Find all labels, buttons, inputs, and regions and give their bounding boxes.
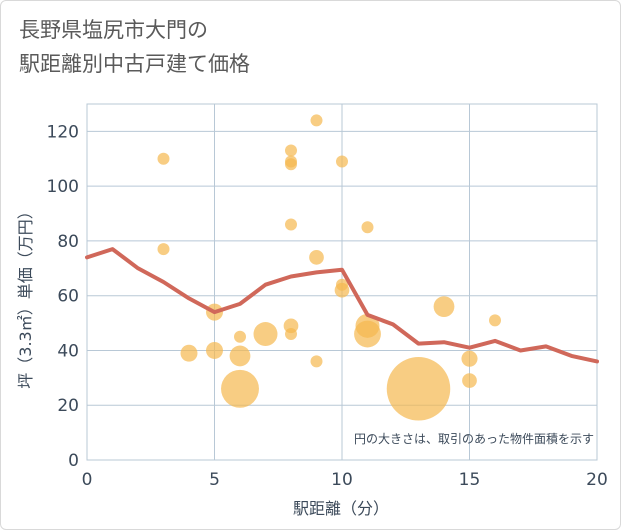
y-tick-label: 120 bbox=[47, 122, 79, 142]
bubble-point bbox=[310, 114, 323, 127]
average-price-line bbox=[85, 247, 599, 364]
bubble-point bbox=[310, 355, 323, 368]
size-annotation: 円の大きさは、取引のあった物件面積を示す bbox=[354, 431, 594, 446]
bubble-point bbox=[234, 330, 246, 343]
bubble-point bbox=[221, 369, 259, 408]
bubble-point bbox=[336, 155, 348, 168]
average-line-series bbox=[85, 247, 599, 364]
y-tick-label: 20 bbox=[57, 396, 79, 416]
axes: 0 20 40 60 80 100 120 0 5 10 15 20 bbox=[47, 122, 608, 490]
bubble-point bbox=[489, 314, 501, 327]
bubble-point bbox=[309, 250, 324, 265]
x-tick-label: 10 bbox=[331, 470, 353, 490]
bubble-point bbox=[334, 282, 350, 298]
x-tick-label: 5 bbox=[209, 470, 220, 490]
bubble-point bbox=[354, 320, 381, 348]
bubble-series bbox=[157, 114, 501, 421]
bubble-point bbox=[361, 221, 374, 234]
y-tick-label: 0 bbox=[68, 451, 79, 471]
bubble-point bbox=[157, 152, 170, 165]
bubble-point bbox=[285, 144, 297, 157]
bubble-point bbox=[157, 243, 170, 256]
chart-title: 長野県塩尻市大門の 駅距離別中古戸建て価格 bbox=[19, 18, 250, 76]
y-axis-label: 坪（3.3㎡）単価（万円） bbox=[16, 203, 35, 388]
bubble-point bbox=[433, 296, 455, 318]
x-tick-label: 15 bbox=[459, 470, 481, 490]
bubble-point bbox=[285, 158, 297, 171]
bubble-point bbox=[461, 350, 478, 367]
y-tick-label: 40 bbox=[57, 341, 79, 361]
y-tick-label: 100 bbox=[47, 177, 79, 197]
bubble-point bbox=[285, 328, 297, 341]
y-tick-label: 60 bbox=[57, 287, 79, 307]
bubble-point bbox=[229, 345, 251, 367]
bubble-point bbox=[180, 344, 198, 362]
bubble-point bbox=[285, 218, 297, 231]
bubble-point bbox=[462, 373, 477, 388]
x-tick-label: 0 bbox=[82, 470, 93, 490]
x-tick-label: 20 bbox=[586, 470, 608, 490]
bubble-point bbox=[386, 357, 451, 421]
bubble-point bbox=[206, 341, 223, 359]
y-tick-label: 80 bbox=[57, 232, 79, 252]
x-axis-label: 駅距離（分） bbox=[293, 499, 389, 518]
bubble-point bbox=[253, 322, 278, 347]
